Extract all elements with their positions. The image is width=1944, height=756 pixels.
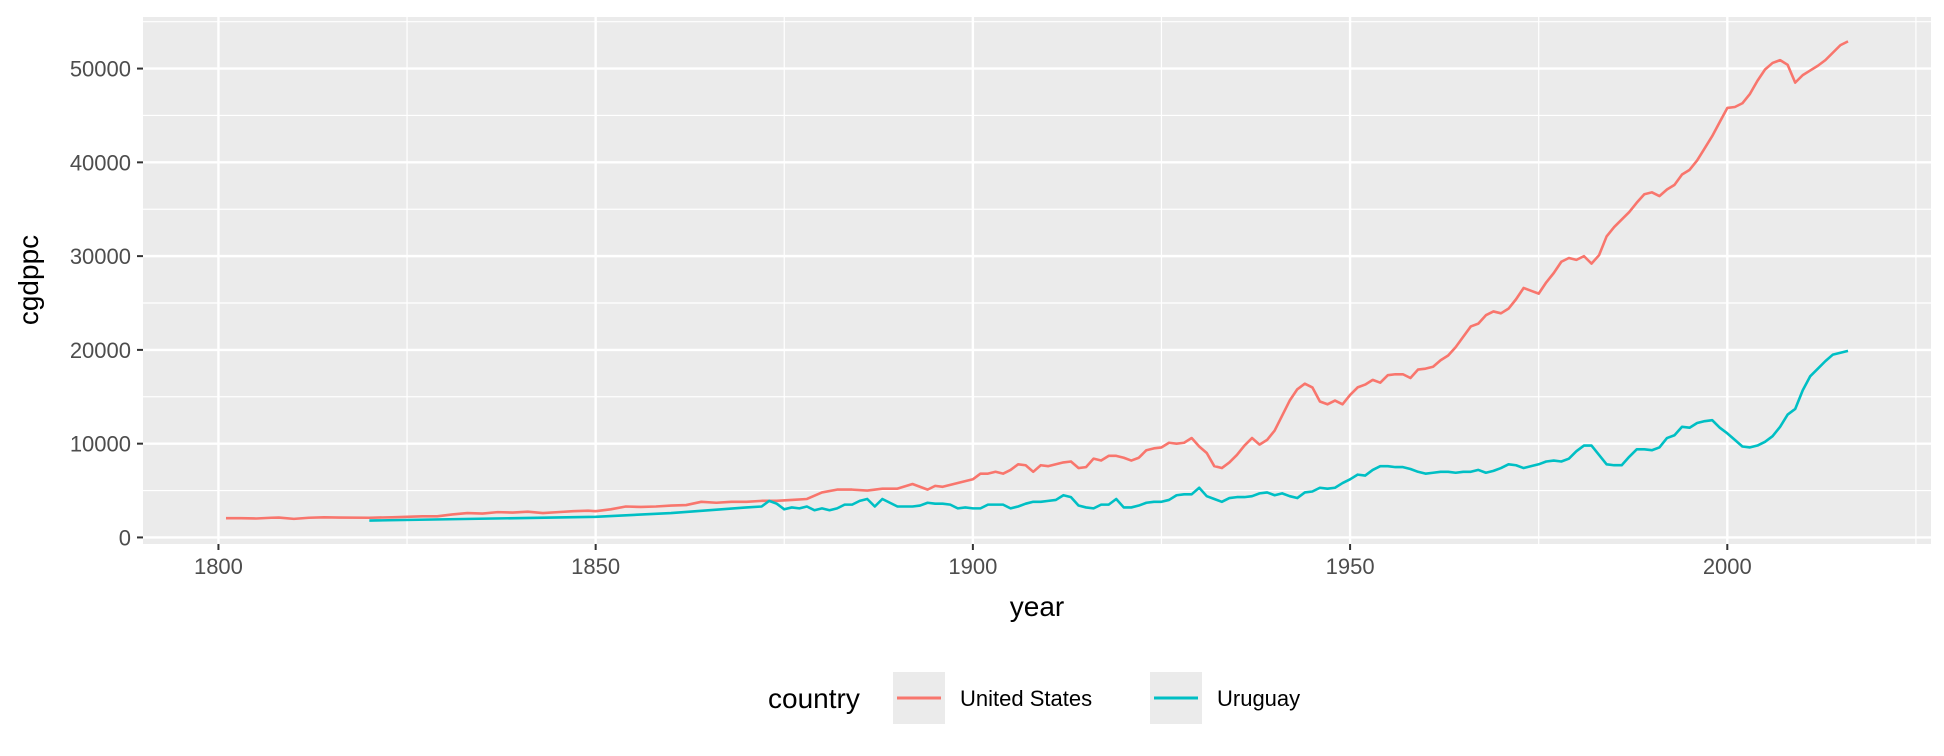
series-line-uruguay xyxy=(369,349,1849,522)
x-tick-label: 2000 xyxy=(1703,554,1752,579)
x-tick-label: 1800 xyxy=(194,554,243,579)
plot-panel xyxy=(143,17,1931,544)
minor-gridlines xyxy=(143,17,1931,544)
legend-label-uruguay: Uruguay xyxy=(1217,686,1300,711)
y-tick-label: 20000 xyxy=(70,338,131,363)
legend-item-united-states[interactable]: United States xyxy=(893,672,1092,724)
x-tick-label: 1850 xyxy=(571,554,620,579)
series-line-united-states xyxy=(225,40,1849,521)
x-tick-label: 1900 xyxy=(948,554,997,579)
x-tick-label: 1950 xyxy=(1326,554,1375,579)
legend: country United States Uruguay xyxy=(768,672,1300,724)
y-axis-title: cgdppc xyxy=(13,235,44,325)
legend-item-uruguay[interactable]: Uruguay xyxy=(1150,672,1300,724)
legend-title: country xyxy=(768,683,860,714)
major-gridlines xyxy=(143,17,1931,544)
y-tick-label: 30000 xyxy=(70,244,131,269)
y-tick-label: 40000 xyxy=(70,150,131,175)
x-axis-title: year xyxy=(1010,591,1064,622)
series-layer xyxy=(225,40,1849,522)
y-tick-label: 50000 xyxy=(70,57,131,82)
legend-label-united-states: United States xyxy=(960,686,1092,711)
y-axis: 0 10000 20000 30000 40000 50000 xyxy=(70,57,143,550)
y-tick-label: 10000 xyxy=(70,432,131,457)
x-axis: 1800 1850 1900 1950 2000 xyxy=(194,544,1752,579)
y-tick-label: 0 xyxy=(119,525,131,550)
